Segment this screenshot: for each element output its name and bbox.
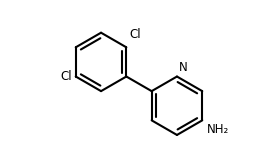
Text: Cl: Cl: [130, 28, 141, 41]
Text: Cl: Cl: [60, 70, 72, 83]
Text: NH₂: NH₂: [206, 123, 229, 136]
Text: N: N: [179, 61, 188, 74]
